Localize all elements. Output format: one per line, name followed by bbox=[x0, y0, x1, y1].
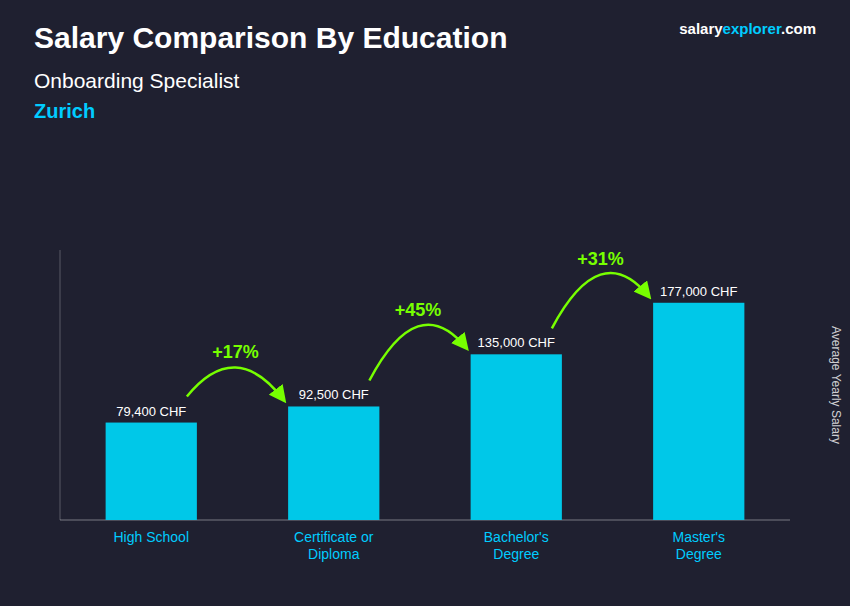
y-axis-line bbox=[60, 250, 61, 520]
data-label: 177,000 CHF bbox=[660, 284, 737, 299]
category-label-line: Diploma bbox=[308, 546, 360, 562]
change-label: +17% bbox=[212, 342, 259, 362]
category-label: High School bbox=[114, 529, 190, 545]
bar bbox=[653, 303, 744, 520]
change-label: +31% bbox=[577, 249, 624, 269]
watermark-part: .com bbox=[781, 20, 816, 37]
category-label-line: Master's bbox=[673, 529, 725, 545]
category-label-line: Degree bbox=[676, 546, 722, 562]
category-label-line: High School bbox=[114, 529, 190, 545]
category-label: Certificate orDiploma bbox=[294, 529, 374, 562]
category-label-line: Degree bbox=[493, 546, 539, 562]
category-label-line: Bachelor's bbox=[484, 529, 549, 545]
change-arrow bbox=[369, 325, 466, 381]
location: Zurich bbox=[34, 100, 95, 122]
background bbox=[0, 0, 850, 606]
bar bbox=[106, 423, 197, 520]
bar bbox=[288, 406, 379, 520]
bar bbox=[471, 354, 562, 520]
y-axis-label: Average Yearly Salary bbox=[829, 326, 843, 444]
data-label: 135,000 CHF bbox=[478, 335, 555, 350]
watermark: salaryexplorer.com bbox=[679, 20, 816, 37]
subtitle: Onboarding Specialist bbox=[34, 69, 240, 92]
chart: Salary Comparison By Education Onboarding… bbox=[0, 0, 850, 606]
title: Salary Comparison By Education bbox=[34, 21, 507, 54]
data-label: 79,400 CHF bbox=[116, 404, 186, 419]
category-label: Bachelor'sDegree bbox=[484, 529, 549, 562]
change-arrow bbox=[552, 273, 649, 328]
bars bbox=[106, 303, 745, 520]
category-label: Master'sDegree bbox=[673, 529, 725, 562]
category-label-line: Certificate or bbox=[294, 529, 374, 545]
change-label: +45% bbox=[395, 300, 442, 320]
watermark-part: explorer bbox=[723, 20, 782, 37]
watermark-part: salary bbox=[679, 20, 723, 37]
data-label: 92,500 CHF bbox=[299, 387, 369, 402]
change-arrow bbox=[187, 368, 284, 401]
